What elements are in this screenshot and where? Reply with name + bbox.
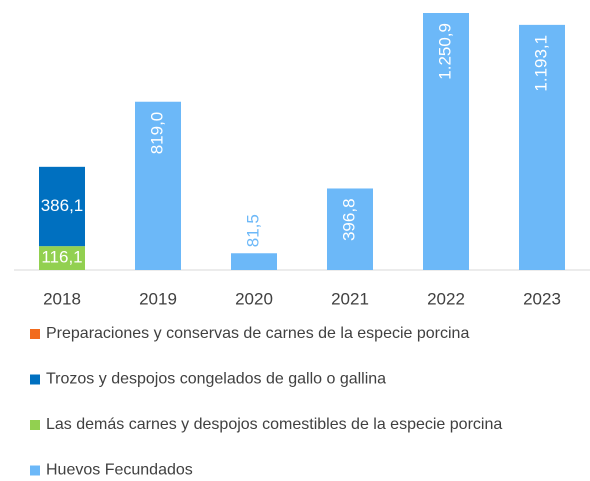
- bar: [135, 101, 181, 271]
- x-tick-label: 2023: [523, 289, 561, 308]
- legend-label: Las demás carnes y despojos comestibles …: [46, 416, 502, 433]
- bar: [423, 13, 469, 270]
- x-tick-label: 2020: [235, 289, 273, 308]
- legend-label: Trozos y despojos congelados de gallo o …: [46, 371, 386, 388]
- legend-label: Huevos Fecundados: [46, 462, 193, 479]
- x-tick-label: 2021: [331, 289, 369, 308]
- data-label: 81,5: [243, 214, 262, 247]
- data-label: 396,8: [339, 198, 358, 241]
- x-tick-label: 2022: [427, 289, 465, 308]
- data-label: 819,0: [147, 112, 166, 155]
- x-tick-label: 2019: [139, 289, 177, 308]
- bar: [327, 188, 373, 270]
- bar: [39, 166, 85, 247]
- legend-swatch: [30, 465, 40, 476]
- legend-swatch: [30, 420, 40, 430]
- bar: [39, 246, 85, 270]
- data-label: 116,1: [41, 248, 82, 267]
- legend-label: Preparaciones y conservas de carnes de l…: [46, 325, 469, 342]
- bar: [231, 253, 277, 270]
- bar: [519, 24, 565, 271]
- legend-swatch: [30, 329, 40, 339]
- data-label: 1.193,1: [531, 35, 550, 92]
- data-label: 1.250,9: [435, 23, 454, 80]
- legend-swatch: [30, 374, 40, 385]
- data-label: 386,1: [41, 196, 84, 215]
- x-tick-label: 2018: [43, 289, 81, 308]
